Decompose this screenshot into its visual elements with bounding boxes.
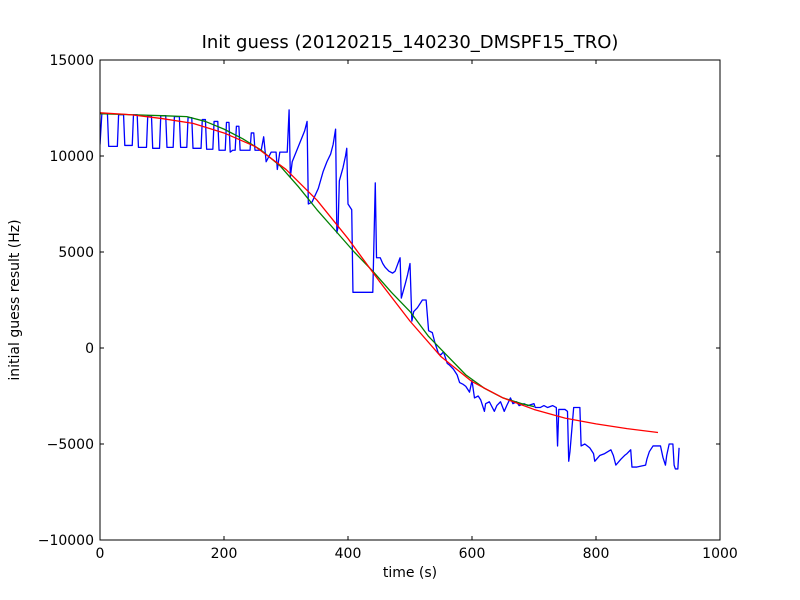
y-tick-label: 15000 [49, 53, 94, 69]
x-tick-label: 600 [459, 546, 486, 562]
series-line-2 [100, 113, 535, 408]
y-axis-label: initial guess result (Hz) [7, 219, 23, 380]
x-tick-label: 1000 [702, 546, 738, 562]
y-tick-label: 0 [85, 341, 94, 357]
x-tick-label: 0 [96, 546, 105, 562]
y-tick-label: −10000 [38, 533, 94, 549]
x-tick-label: 400 [335, 546, 362, 562]
x-axis-label: time (s) [383, 565, 437, 581]
plot-frame [99, 59, 721, 541]
y-tick-label: 10000 [49, 149, 94, 165]
y-tick-label: 5000 [58, 245, 94, 261]
chart-title: Init guess (20120215_140230_DMSPF15_TRO) [202, 32, 619, 53]
plot-area: 0 200 400 600 800 1000 −10000 −5000 0 5000 10000 15… [38, 53, 738, 562]
series-line-1 [100, 109, 680, 470]
x-tick-label: 200 [211, 546, 238, 562]
x-tick-label: 800 [583, 546, 610, 562]
series-line-3 [100, 112, 659, 434]
y-tick-label: −5000 [47, 437, 94, 453]
